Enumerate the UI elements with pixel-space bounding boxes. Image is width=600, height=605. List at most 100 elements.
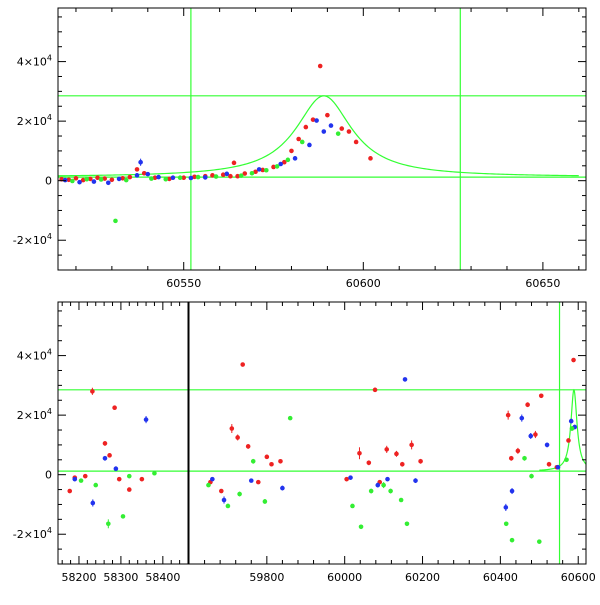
y-tick-mantissa: 4 [17, 350, 24, 363]
data-point [568, 418, 574, 424]
data-point [192, 174, 197, 180]
data-point [116, 476, 122, 482]
data-point [260, 167, 266, 173]
axes-frame [57, 7, 587, 271]
data-point [278, 161, 283, 167]
y-tick-label: -2×104 [13, 526, 52, 541]
data-point [536, 539, 542, 544]
data-point [250, 458, 256, 464]
data-point [317, 63, 323, 69]
data-point [77, 179, 82, 185]
data-point [219, 488, 224, 494]
data-point [348, 475, 353, 480]
data-point [509, 488, 515, 494]
data-point [503, 505, 509, 510]
data-point [228, 173, 233, 179]
data-point [299, 139, 305, 145]
data-point [134, 173, 140, 178]
data-point [544, 442, 550, 448]
data-point [181, 175, 187, 181]
data-point [126, 473, 132, 479]
data-point [67, 488, 73, 494]
data-point [399, 461, 405, 467]
data-point [289, 148, 294, 154]
data-point [287, 415, 293, 421]
y-tick-label: 0 [45, 175, 52, 188]
data-point [253, 169, 258, 175]
data-point [134, 167, 140, 172]
data-point [102, 441, 108, 446]
x-tick-label: 60600 [561, 571, 596, 584]
data-point [505, 412, 511, 418]
data-point [231, 160, 237, 166]
data-point [328, 123, 334, 128]
data-point [167, 176, 172, 182]
data-point [240, 362, 246, 367]
data-point [95, 175, 100, 181]
y-tick-label: -2×104 [13, 232, 52, 247]
data-point [105, 180, 111, 186]
data-point [90, 500, 96, 506]
data-point [385, 476, 390, 482]
data-point [109, 177, 115, 183]
y-tick-mantissa: 4 [17, 56, 24, 69]
data-point [210, 173, 215, 178]
data-point [533, 432, 538, 437]
data-point [264, 454, 270, 460]
data-point [141, 170, 147, 176]
data-point [238, 173, 244, 178]
data-point [237, 491, 242, 497]
x-tick-label: 60600 [346, 277, 381, 290]
y-tick-exponent: 4 [47, 232, 52, 241]
data-point [307, 142, 312, 148]
data-point [566, 438, 571, 443]
data-point [368, 488, 374, 494]
data-point [372, 387, 378, 393]
data-point [357, 450, 362, 456]
data-point [127, 174, 133, 180]
data-point [368, 156, 373, 161]
data-point [221, 497, 227, 503]
y-tick-label: 2×104 [17, 407, 52, 422]
y-tick-base: ×10 [24, 115, 47, 128]
data-point [280, 485, 285, 491]
data-series [59, 63, 373, 183]
data-point [248, 478, 254, 483]
data-point [143, 417, 149, 422]
data-point [310, 117, 316, 122]
data-point [73, 176, 79, 181]
data-point [78, 478, 84, 483]
data-point [262, 499, 268, 504]
data-point [98, 177, 104, 182]
data-point [404, 521, 410, 527]
y-tick-base: ×10 [24, 56, 47, 69]
data-point [269, 461, 274, 467]
data-point [213, 174, 219, 179]
y-tick-mantissa: 0 [45, 175, 52, 188]
data-series [72, 377, 578, 512]
data-point [102, 176, 107, 181]
data-point [366, 460, 372, 466]
y-tick-exponent: 4 [47, 113, 52, 122]
data-point [569, 426, 575, 431]
data-point [149, 176, 154, 181]
data-point [555, 464, 561, 470]
data-point [339, 126, 345, 131]
data-point [235, 435, 240, 440]
data-point [255, 479, 261, 485]
data-point [91, 179, 97, 184]
data-point [202, 175, 208, 180]
y-tick-mantissa: 2 [17, 115, 24, 128]
data-series [78, 415, 575, 544]
x-tick-label: 60000 [327, 571, 362, 584]
data-point [303, 124, 309, 130]
axes-frame [188, 301, 587, 565]
x-tick-label: 60400 [483, 571, 518, 584]
data-point [409, 442, 414, 448]
data-point [170, 175, 176, 181]
data-point [388, 488, 393, 494]
data-point [346, 129, 352, 134]
data-point [375, 482, 381, 488]
data-point [285, 157, 291, 163]
